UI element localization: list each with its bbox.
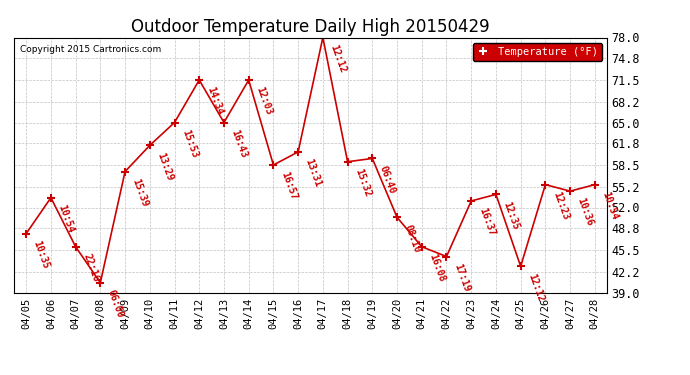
Text: 15:53: 15:53 <box>180 128 199 159</box>
Text: 22:16: 22:16 <box>81 252 101 283</box>
Text: 12:12: 12:12 <box>526 272 546 303</box>
Text: 08:10: 08:10 <box>402 223 422 254</box>
Text: 17:19: 17:19 <box>452 262 471 293</box>
Text: 16:43: 16:43 <box>230 128 249 159</box>
Text: 10:54: 10:54 <box>57 203 76 234</box>
Legend: Temperature (°F): Temperature (°F) <box>473 43 602 61</box>
Text: 16:57: 16:57 <box>279 171 298 202</box>
Text: 12:35: 12:35 <box>502 200 521 231</box>
Text: 12:12: 12:12 <box>328 43 348 74</box>
Text: 10:54: 10:54 <box>600 190 620 221</box>
Text: 10:35: 10:35 <box>32 239 51 270</box>
Text: 14:34: 14:34 <box>205 86 224 117</box>
Text: 10:36: 10:36 <box>575 197 595 228</box>
Text: 06:00: 06:00 <box>106 288 126 319</box>
Text: 15:39: 15:39 <box>130 177 150 208</box>
Text: 12:03: 12:03 <box>254 86 274 117</box>
Text: 13:31: 13:31 <box>304 158 323 189</box>
Text: Copyright 2015 Cartronics.com: Copyright 2015 Cartronics.com <box>20 45 161 54</box>
Text: 15:32: 15:32 <box>353 167 373 198</box>
Text: 06:40: 06:40 <box>378 164 397 195</box>
Text: 16:08: 16:08 <box>427 252 446 283</box>
Title: Outdoor Temperature Daily High 20150429: Outdoor Temperature Daily High 20150429 <box>131 18 490 36</box>
Text: 13:29: 13:29 <box>155 151 175 182</box>
Text: 12:23: 12:23 <box>551 190 571 221</box>
Text: 16:37: 16:37 <box>477 207 496 237</box>
